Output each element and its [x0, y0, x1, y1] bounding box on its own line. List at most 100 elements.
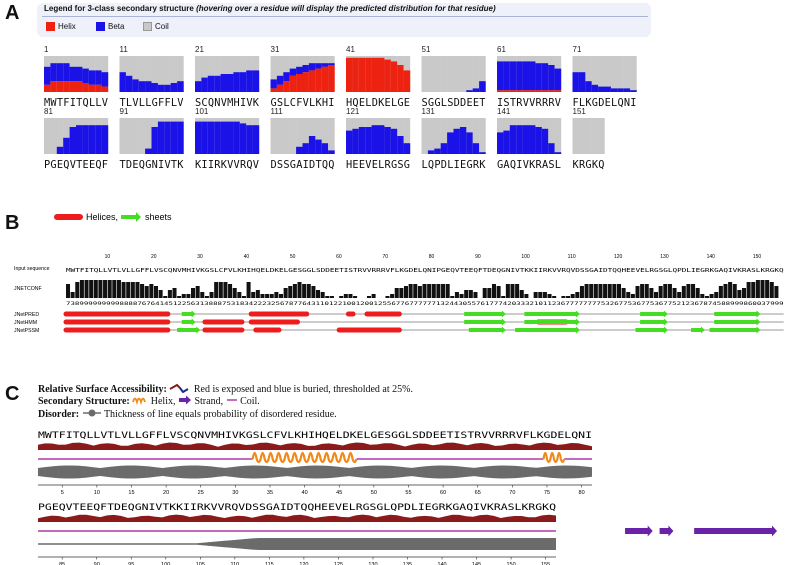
block-start-number: 51: [422, 45, 431, 54]
block-start-number: 21: [195, 45, 204, 54]
conf-bar: [621, 288, 626, 298]
beta-bar: [76, 125, 83, 154]
disorder-track: [38, 465, 592, 479]
helix-bar: [302, 72, 310, 92]
coil-bar: [145, 56, 152, 92]
beta-bar: [220, 121, 228, 154]
sheet-legend-arrow: [121, 212, 141, 222]
conf-bar: [325, 296, 330, 298]
rsa-text: Red is exposed and blue is buried, thres…: [193, 384, 413, 395]
beta-bar: [503, 61, 510, 91]
legend-item-coil: Coil: [143, 22, 169, 31]
ss-block-101[interactable]: 101 KIIRKVVRQV: [195, 107, 260, 171]
conf-bar: [214, 282, 219, 298]
beta-bar: [44, 66, 51, 85]
ss-block-51[interactable]: 51 SGGLSDDEET: [421, 45, 486, 109]
conf-bar: [579, 286, 584, 298]
rsa-track: [38, 514, 556, 522]
sheet-segment: [181, 310, 196, 318]
conf-bar: [524, 294, 529, 298]
ss-block-61[interactable]: 61 ISTRVVRRRV: [497, 45, 562, 109]
beta-bar: [201, 77, 208, 92]
conf-bar: [343, 294, 348, 298]
coil-bar: [276, 56, 284, 92]
ss-block-21[interactable]: 21 SCQNVMHIVK: [195, 45, 260, 109]
ss-block-31[interactable]: 31 GSLCFVLKHI: [270, 45, 335, 109]
beta-bar: [378, 125, 385, 154]
conf-bar: [755, 280, 760, 298]
helix-bar: [270, 88, 278, 92]
sheet-segment: [177, 326, 201, 334]
sheet-segment: [524, 310, 580, 318]
beta-bar: [233, 72, 240, 92]
coil-bar: [157, 56, 165, 92]
beta-bar: [138, 81, 146, 92]
beta-bar: [164, 84, 171, 92]
conf-bar: [223, 282, 228, 298]
coil-bar: [434, 118, 441, 154]
conf-bar: [167, 290, 172, 298]
block-sequence: ISTRVVRRRV: [497, 97, 561, 109]
rsa-legend: Relative Surface Accessibility: Red is e…: [38, 382, 413, 395]
conf-bar: [269, 294, 274, 298]
coil-bar: [164, 56, 171, 92]
ss-block-71[interactable]: 71 FLKGDELQNI: [572, 45, 637, 109]
ss-legend-box: [37, 3, 651, 37]
conf-bar: [177, 296, 182, 298]
beta-bar: [352, 128, 359, 154]
conf-bar: [371, 294, 376, 298]
ss-block-111[interactable]: 111 DSSGAIDTQQ: [270, 107, 335, 171]
beta-bar: [296, 66, 303, 74]
helix-bar: [346, 57, 353, 92]
conf-bar: [552, 296, 557, 298]
beta-bar: [427, 150, 435, 154]
axis-tick-label: 35: [267, 490, 273, 496]
ss-block-151[interactable]: 151 KRGKQ: [572, 107, 605, 171]
sheet-segment: [464, 318, 506, 326]
beta-bar: [617, 88, 624, 92]
axis-tick-label: 65: [475, 490, 481, 496]
helix-bar: [535, 90, 542, 92]
beta-bar: [125, 75, 133, 92]
conf-bar: [760, 280, 765, 298]
ruler-tick: 140: [707, 254, 716, 260]
ss-block-41[interactable]: 41 HQELDKELGE: [346, 45, 411, 109]
conf-bar: [260, 294, 265, 298]
beta-bar: [63, 63, 70, 82]
ss-block-11[interactable]: 11 TLVLLGFFLV: [119, 45, 184, 109]
conf-bar: [496, 286, 501, 298]
conf-bar: [649, 288, 654, 298]
conf-bar: [473, 292, 478, 298]
sequence-row: PGEQVTEEQFTDEQGNIVTKKIIRKVVRQVDSSGAIDTQQ…: [38, 502, 556, 513]
helix-bar: [101, 86, 109, 92]
conf-bar: [274, 292, 279, 298]
beta-bar: [535, 63, 542, 91]
conf-bar: [297, 282, 302, 298]
beta-bar: [252, 125, 260, 154]
conf-bar: [630, 294, 635, 298]
ss-block-141[interactable]: 141 GAQIVKRASL: [497, 107, 562, 171]
conf-bar: [135, 282, 140, 298]
ss-block-1[interactable]: 1 MWTFITQLLV: [44, 45, 109, 109]
block-start-number: 1: [44, 45, 49, 54]
coil-bar: [302, 118, 310, 154]
ss-block-91[interactable]: 91 TDEQGNIVTK: [119, 107, 185, 171]
helix-bar: [63, 81, 70, 92]
conf-digits: 7389999999998888767641451225631388875318…: [66, 301, 784, 307]
helix-glyph: [542, 451, 566, 464]
helix-bar: [69, 81, 77, 92]
strand-icon: [178, 395, 191, 405]
conf-bar: [533, 292, 538, 298]
conf-bar: [566, 296, 571, 298]
helix-bar: [365, 57, 372, 92]
ss-block-81[interactable]: 81 PGEQVTEEQF: [44, 107, 109, 171]
ss-block-121[interactable]: 121 HEEVELRGSG: [346, 107, 411, 171]
conf-bar: [93, 280, 98, 298]
beta-bar: [390, 128, 398, 154]
rsa-icon: [169, 383, 189, 394]
conf-bar: [172, 288, 177, 298]
beta-bar: [157, 84, 165, 92]
axis-tick-label: 120: [299, 562, 308, 565]
ss-block-131[interactable]: 131 LQPDLIEGRK: [421, 107, 487, 171]
coil-bar: [119, 118, 127, 154]
